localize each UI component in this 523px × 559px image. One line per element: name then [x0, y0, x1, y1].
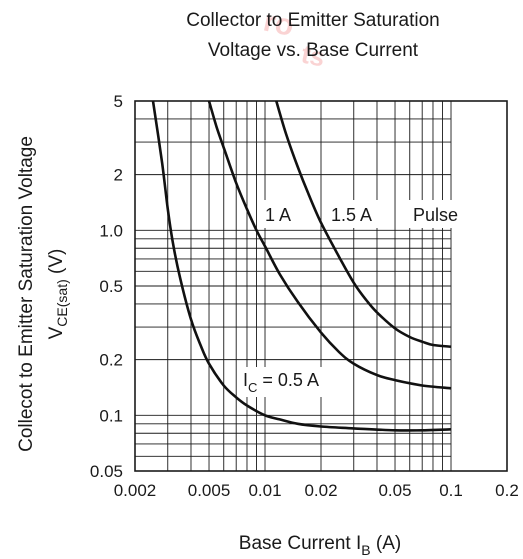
- series-curve-1: [207, 100, 452, 390]
- series-curve-0: [151, 100, 452, 432]
- label-1-5a: 1.5 A: [331, 205, 372, 225]
- y-tick-labels: 0.05 0.1 0.2 0.5 1.0 2 5: [90, 92, 123, 481]
- x-tick-label: 0.01: [248, 481, 281, 500]
- y-tick-label: 0.5: [99, 277, 123, 296]
- label-ic: IC = 0.5 A: [243, 370, 319, 395]
- label-1a: 1 A: [265, 205, 291, 225]
- x-tick-label: 0.005: [188, 481, 231, 500]
- svg-text:ro: ro: [261, 5, 297, 44]
- y-axis-label-line2: VCE(sat) (V): [46, 249, 70, 340]
- plot-frame: [134, 100, 508, 472]
- y-tick-label: 5: [114, 92, 123, 111]
- y-tick-label: 0.2: [99, 351, 123, 370]
- label-1a-bg: [258, 200, 298, 228]
- x-tick-label: 0.002: [114, 481, 157, 500]
- chart-title-line2: Voltage vs. Base Current: [208, 40, 419, 61]
- label-ic-bg: [238, 367, 338, 397]
- chart-title-line1: Collector to Emitter Saturation: [186, 10, 439, 31]
- series-curve-2: [275, 100, 452, 348]
- series-curves: [151, 100, 452, 432]
- label-1-5a-bg: [328, 200, 382, 228]
- x-tick-label: 0.2: [495, 481, 519, 500]
- x-tick-labels: 0.002 0.005 0.01 0.02 0.05 0.1 0.2: [114, 481, 519, 500]
- y-tick-label: 2: [114, 166, 123, 185]
- watermark: ro ts: [261, 5, 328, 73]
- y-tick-label: 1.0: [99, 221, 123, 240]
- label-pulse-bg: [408, 200, 470, 228]
- annotation-labels: 1 A 1.5 A Pulse IC = 0.5 A: [238, 200, 470, 397]
- y-tick-label: 0.05: [90, 462, 123, 481]
- y-axis-label: Collecot to Emitter Saturation Voltage V…: [16, 136, 70, 452]
- x-tick-label: 0.02: [304, 481, 337, 500]
- label-pulse: Pulse: [413, 205, 458, 225]
- y-tick-label: 0.1: [99, 406, 123, 425]
- x-tick-label: 0.1: [439, 481, 463, 500]
- grid-lines: [135, 101, 452, 471]
- x-tick-label: 0.05: [378, 481, 411, 500]
- x-axis-label: Base Current IB (A): [239, 533, 401, 558]
- y-axis-label-line1: Collecot to Emitter Saturation Voltage: [16, 136, 37, 452]
